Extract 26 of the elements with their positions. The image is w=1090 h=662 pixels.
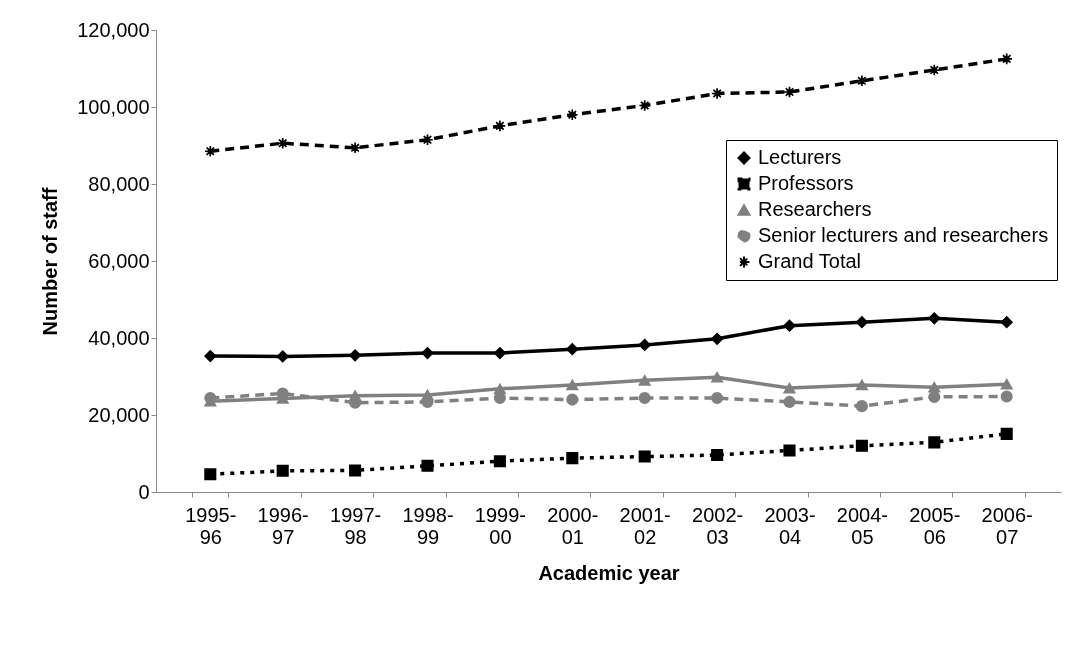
legend-label: Researchers bbox=[758, 198, 872, 220]
x-tick-label: 1997-98 bbox=[330, 503, 382, 548]
x-tick-label: 2004-05 bbox=[836, 503, 888, 548]
y-tick-label: 80,000 bbox=[88, 172, 150, 195]
y-tick-label: 20,000 bbox=[88, 403, 150, 426]
x-tick-label: 1998-99 bbox=[402, 503, 454, 548]
y-tick-label: 0 bbox=[138, 480, 150, 503]
legend-label: Senior lecturers and researchers bbox=[758, 224, 1049, 246]
x-tick-label: 2000-01 bbox=[547, 503, 599, 548]
x-tick-label: 2002-03 bbox=[692, 503, 744, 548]
x-tick-label: 2003-04 bbox=[764, 503, 816, 548]
x-tick-label: 2006-07 bbox=[981, 503, 1033, 548]
legend-label: Lecturers bbox=[758, 146, 842, 168]
x-tick-label: 2001-02 bbox=[619, 503, 671, 548]
x-axis-title: Academic year bbox=[538, 561, 680, 584]
y-tick-label: 60,000 bbox=[88, 249, 150, 272]
x-tick-label: 1996-97 bbox=[257, 503, 309, 548]
x-tick-label: 1995-96 bbox=[185, 503, 237, 548]
x-tick-label: 2005-06 bbox=[909, 503, 961, 548]
y-tick-label: 120,000 bbox=[77, 18, 150, 41]
x-tick-label: 1999-00 bbox=[474, 503, 526, 548]
y-tick-label: 100,000 bbox=[77, 95, 150, 118]
legend-label: Grand Total bbox=[758, 250, 862, 272]
y-tick-label: 40,000 bbox=[88, 326, 150, 349]
legend-label: Professors bbox=[758, 172, 854, 194]
y-axis-title: Number of staff bbox=[39, 187, 62, 336]
